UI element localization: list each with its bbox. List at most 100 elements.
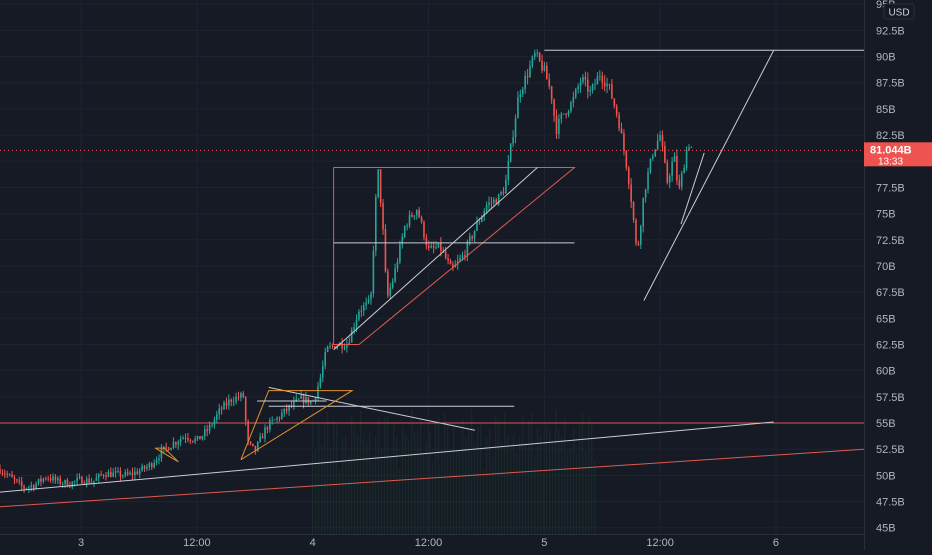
price-tick-label: 72.5B <box>876 235 905 247</box>
price-tick-label: 52.5B <box>876 444 905 456</box>
price-tick-label: 70B <box>876 261 896 273</box>
candle-down <box>66 479 69 487</box>
candle-up <box>297 398 300 400</box>
candle-down <box>502 192 505 194</box>
candle-up <box>348 342 351 345</box>
candle-up <box>28 486 30 489</box>
price-tick-label: 45B <box>876 523 896 535</box>
candle-up <box>579 81 582 87</box>
candle-up <box>519 94 522 98</box>
trendline <box>643 50 775 301</box>
candle-up <box>558 118 560 134</box>
time-tick-label: 5 <box>541 537 547 549</box>
candle-up <box>659 135 661 141</box>
candle-up <box>574 89 577 98</box>
candle-up <box>346 344 348 348</box>
candles <box>0 49 693 494</box>
candle-up <box>293 401 295 406</box>
candle-up <box>153 463 155 468</box>
candle-up <box>76 477 78 482</box>
candle-down <box>490 202 493 204</box>
candle-up <box>281 413 283 419</box>
candle-up <box>240 393 242 398</box>
candle-up <box>203 429 206 437</box>
candle-up <box>589 90 592 92</box>
candle-up <box>639 226 642 245</box>
drawings[interactable] <box>0 49 865 508</box>
candle-up <box>319 377 322 387</box>
candle-up <box>370 293 372 300</box>
triangle <box>154 447 179 463</box>
candle-up <box>90 482 93 484</box>
candle-down <box>379 169 382 204</box>
price-tick-label: 77.5B <box>876 182 905 194</box>
candle-up <box>572 97 575 103</box>
candle-up <box>283 408 286 414</box>
time-axis[interactable]: 3 12:00 4 12:00 5 12:00 6 <box>0 534 864 550</box>
candle-down <box>546 65 548 80</box>
candle-up <box>259 436 261 442</box>
candle-up <box>543 65 546 71</box>
candle-down <box>307 397 310 404</box>
candle-up <box>690 147 693 148</box>
candle-down <box>384 229 387 272</box>
candle-down <box>199 436 201 440</box>
candle-down <box>290 405 293 406</box>
candle-down <box>47 478 49 480</box>
candle-up <box>596 76 599 85</box>
candle-down <box>635 220 637 244</box>
candle-up <box>401 236 404 245</box>
candle-down <box>131 472 134 476</box>
candle-down <box>449 260 452 265</box>
candle-up <box>683 168 685 174</box>
candle-down <box>150 463 153 468</box>
candle-down <box>126 472 129 475</box>
candle-up <box>148 463 151 467</box>
candle-down <box>18 480 21 482</box>
candle-up <box>389 287 392 296</box>
candle-down <box>618 114 620 129</box>
candle-up <box>350 329 353 343</box>
candle-up <box>582 76 584 82</box>
trendline <box>680 152 705 225</box>
candle-up <box>112 472 115 477</box>
candle-up <box>396 262 399 269</box>
price-axis[interactable]: 45B 47.5B 50B 52.5B 55B 57.5B 60B 62.5B 65B 67.5B… <box>864 0 932 550</box>
candle-up <box>8 474 11 476</box>
candle-up <box>413 215 416 217</box>
candle-up <box>211 424 213 426</box>
candle-down <box>334 346 336 349</box>
candle-down <box>666 162 669 183</box>
candle-up <box>456 261 459 265</box>
triangle <box>240 390 354 461</box>
candle-up <box>533 52 536 57</box>
candle-down <box>278 417 281 419</box>
candle-up <box>273 419 276 421</box>
candle-up <box>391 281 394 288</box>
candle-up <box>78 476 81 478</box>
price-tick-label: 57.5B <box>876 392 905 404</box>
candle-down <box>637 243 640 245</box>
candle-up <box>213 419 216 425</box>
candle-up <box>182 437 184 440</box>
candle-up <box>536 52 539 54</box>
candle-up <box>673 155 676 162</box>
candle-down <box>627 167 630 185</box>
candle-down <box>175 442 177 445</box>
currency-badge[interactable]: USD <box>883 3 915 20</box>
candle-down <box>553 99 555 116</box>
candle-up <box>461 255 464 258</box>
candle-up <box>97 474 100 478</box>
candle-up <box>269 420 271 430</box>
candle-up <box>138 470 141 475</box>
candle-down <box>105 475 107 477</box>
candle-up <box>52 476 54 481</box>
candle-down <box>423 221 425 238</box>
candle-up <box>671 161 673 177</box>
time-tick-label: 4 <box>310 537 316 549</box>
candle-up <box>223 402 225 410</box>
candle-down <box>167 447 170 451</box>
candle-up <box>521 89 524 95</box>
